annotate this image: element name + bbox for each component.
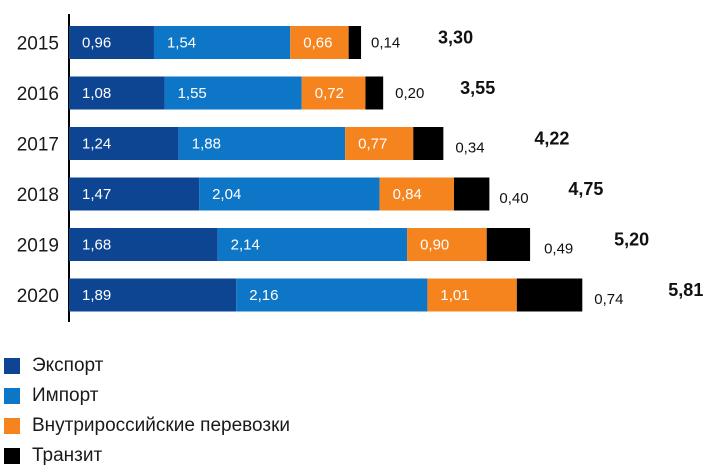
- year-tick-label: 2020: [17, 286, 59, 307]
- bar-segment-1: [69, 278, 237, 312]
- bar-segment-1: [69, 127, 179, 160]
- bar-value-label: 0,84: [393, 186, 422, 203]
- legend-swatch: [4, 418, 20, 434]
- total-value-label: 4,22: [534, 129, 569, 149]
- bar-segment-3: [301, 76, 366, 110]
- bar-value-label: 1,01: [440, 287, 469, 304]
- legend-label: Экспорт: [32, 355, 104, 376]
- bar-segment-4: [413, 127, 444, 160]
- legend-item: Экспорт: [0, 351, 290, 381]
- legend-label: Транзит: [32, 445, 103, 466]
- bar-segment-4: [348, 26, 362, 59]
- bar-segment-2: [236, 278, 428, 312]
- total-value-label: 3,55: [460, 78, 495, 98]
- bar-value-label: 2,04: [212, 186, 241, 203]
- stacked-bar-chart: 2015 0,96 1,54 0,66 0,14 3,30 2016 1,08 1,55 0,72…: [17, 14, 703, 322]
- bar-segment-2: [178, 127, 346, 160]
- bar-segment-2: [199, 177, 380, 211]
- total-value-label: 5,81: [668, 280, 703, 300]
- year-tick-label: 2018: [17, 185, 59, 206]
- legend-label: Импорт: [32, 385, 99, 406]
- total-value-label: 5,20: [614, 230, 649, 250]
- bar-value-label: 0,90: [420, 237, 449, 254]
- year-tick-label: 2019: [17, 236, 59, 257]
- bar-value-label: 1,68: [82, 237, 111, 254]
- legend-item: Внутрироссийские перевозки: [0, 411, 290, 441]
- bar-value-label: 1,08: [82, 85, 111, 102]
- bar-value-label: 1,55: [178, 85, 207, 102]
- bar-value-label: 1,24: [82, 136, 111, 153]
- chart-legend: Экспорт Импорт Внутрироссийские перевозки Т…: [0, 351, 290, 471]
- bar-segment-4: [486, 228, 531, 261]
- transit-value-label: 0,14: [371, 35, 400, 52]
- year-tick-label: 2016: [17, 84, 59, 105]
- bar-segment-1: [69, 76, 165, 110]
- transit-value-label: 0,40: [499, 190, 528, 207]
- total-value-label: 4,75: [568, 179, 603, 199]
- legend-swatch: [4, 388, 20, 404]
- legend-swatch: [4, 448, 20, 464]
- legend-swatch: [4, 358, 20, 374]
- bar-value-label: 2,14: [231, 237, 260, 254]
- bar-segment-3: [407, 228, 487, 261]
- bar-segment-3: [345, 127, 414, 160]
- bar-segment-3: [290, 26, 349, 59]
- bar-value-label: 1,47: [82, 186, 111, 203]
- bar-segment-1: [69, 26, 154, 59]
- transit-value-label: 0,74: [594, 291, 623, 308]
- bar-segment-1: [69, 177, 200, 211]
- transit-value-label: 0,34: [455, 140, 484, 157]
- year-tick-label: 2015: [17, 34, 59, 55]
- bar-value-label: 2,16: [249, 287, 278, 304]
- legend-item: Импорт: [0, 381, 290, 411]
- bar-segment-2: [153, 26, 291, 59]
- bar-segment-1: [69, 228, 218, 261]
- total-value-label: 3,30: [438, 28, 473, 48]
- bar-segment-4: [516, 278, 583, 312]
- bar-segment-3: [427, 278, 517, 312]
- transit-value-label: 0,20: [395, 85, 424, 102]
- legend-label: Внутрироссийские перевозки: [32, 415, 291, 436]
- bar-value-label: 1,89: [82, 287, 111, 304]
- bar-value-label: 1,54: [167, 35, 196, 52]
- bar-segment-3: [379, 177, 454, 211]
- bar-segment-4: [453, 177, 490, 211]
- bar-value-label: 0,72: [315, 85, 344, 102]
- bar-value-label: 0,77: [358, 136, 387, 153]
- bar-value-label: 0,66: [303, 35, 332, 52]
- bar-value-label: 1,88: [192, 136, 221, 153]
- year-tick-label: 2017: [17, 135, 59, 156]
- legend-item: Транзит: [0, 441, 290, 471]
- transit-value-label: 0,49: [544, 241, 573, 258]
- bar-segment-2: [164, 76, 302, 110]
- bar-value-label: 0,96: [82, 35, 111, 52]
- bar-segment-2: [217, 228, 408, 261]
- bar-segment-4: [365, 76, 384, 110]
